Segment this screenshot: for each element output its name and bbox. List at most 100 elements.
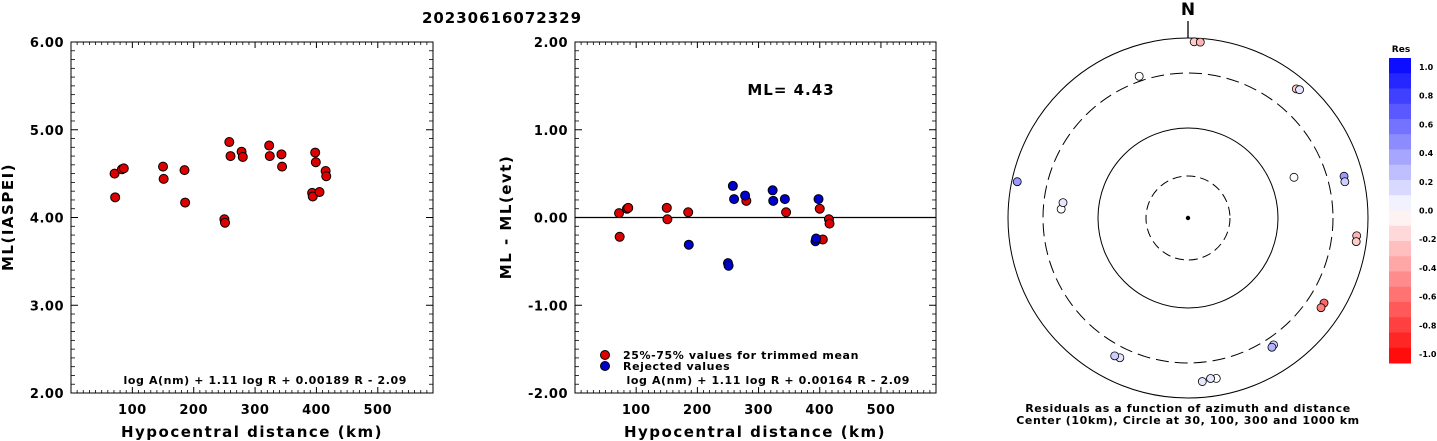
residual-station-point — [1195, 37, 1205, 47]
colorbar-cell — [1389, 210, 1411, 227]
ml-data-point — [109, 168, 120, 179]
residual-station-point — [1206, 374, 1215, 383]
ml-data-point — [158, 173, 169, 184]
colorbar-tick-label: -1.0 — [1419, 350, 1437, 359]
ml-data-point — [277, 161, 288, 172]
residual-station-point — [1110, 351, 1120, 361]
legend-marker-trimmed — [600, 350, 610, 360]
rejected-point — [727, 180, 738, 191]
y-tick-label: 4.00 — [30, 212, 64, 227]
ml-data-point — [237, 151, 248, 162]
residual-station-point — [1340, 177, 1350, 187]
ml-axis-ticks: 100 200 300 400 500 2.00 3.00 4.00 5.00 6.00 — [30, 36, 433, 418]
x-tick-label: 100 — [622, 403, 651, 418]
ml-data-point — [179, 165, 190, 176]
colorbar-cell — [1389, 164, 1411, 181]
x-tick-label: 300 — [241, 403, 270, 418]
colorbar-cell — [1389, 256, 1411, 272]
x-tick-label: 200 — [683, 403, 712, 418]
ring-300km — [1042, 72, 1334, 364]
colorbar-tick-label: 1.0 — [1419, 63, 1434, 72]
colorbar-cell — [1389, 195, 1411, 211]
trimmed-point — [614, 208, 625, 219]
colorbar-cell — [1389, 317, 1411, 333]
residual-panel: 100 200 300 400 500 -2.00 -1.00 0.00 1.00 2.00 ML… — [497, 36, 937, 441]
ml-points — [109, 137, 332, 228]
ml-data-point — [264, 151, 275, 162]
rejected-point — [767, 185, 778, 196]
rejected-point — [813, 194, 824, 205]
colorbar-cell — [1389, 88, 1411, 105]
residual-x-axis-label: Hypocentral distance (km) — [624, 423, 886, 441]
colorbar-cell — [1389, 286, 1411, 303]
ring-100km — [1097, 127, 1279, 309]
trimmed-point — [623, 202, 634, 213]
y-tick-label: 0.00 — [534, 212, 568, 227]
ml-event-annotation: ML= 4.43 — [747, 81, 834, 99]
residual-points — [614, 180, 835, 271]
y-tick-label: 2.00 — [534, 36, 568, 51]
azimuth-points — [1012, 37, 1362, 386]
trimmed-point — [781, 207, 792, 218]
azimuth-caption-line2: Center (10km), Circle at 30, 100, 300 an… — [1016, 414, 1360, 427]
ring-30km — [1145, 175, 1231, 261]
x-tick-label: 200 — [179, 403, 208, 418]
colorbar-cell — [1389, 134, 1411, 150]
ml-data-point — [220, 217, 231, 228]
trimmed-point — [824, 218, 835, 229]
colorbar-cell — [1389, 58, 1411, 74]
legend-marker-rejected — [600, 361, 610, 371]
legend-label-trimmed: 25%-75% values for trimmed mean — [623, 349, 859, 362]
residual-station-point — [1267, 342, 1277, 352]
residual-formula: log A(nm) + 1.11 log R + 0.00164 R - 2.0… — [627, 374, 910, 387]
x-tick-label: 400 — [805, 403, 834, 418]
colorbar-cell — [1389, 302, 1411, 318]
residual-colorbar: Res 1.0 0.8 0.6 0.4 0.2 0.0 -0.2 -0.4 -0.6 -0.8 -1… — [1389, 45, 1437, 364]
residual-station-point — [1316, 303, 1326, 313]
rejected-point — [779, 194, 790, 205]
trimmed-point — [683, 207, 694, 218]
rejected-point — [683, 239, 694, 250]
ml-data-point — [321, 171, 332, 182]
ml-y-axis-label: ML(IASPEI) — [0, 163, 17, 271]
colorbar-cell — [1389, 225, 1411, 242]
ml-plot-frame — [70, 41, 434, 394]
x-tick-label: 500 — [867, 403, 896, 418]
colorbar-ticks: 1.0 0.8 0.6 0.4 0.2 0.0 -0.2 -0.4 -0.6 -0.8 -1.0 — [1419, 63, 1437, 359]
colorbar-tick-label: 0.4 — [1419, 149, 1434, 158]
residual-station-point — [1197, 377, 1207, 386]
ml-data-point — [310, 147, 321, 158]
colorbar-tick-label: 0.0 — [1419, 207, 1434, 216]
trimmed-point — [814, 203, 825, 214]
ml-panel: 100 200 300 400 500 2.00 3.00 4.00 5.00 6.00 log … — [0, 36, 434, 441]
colorbar-cell — [1389, 332, 1411, 349]
rejected-point — [811, 233, 822, 244]
azimuth-panel: N Residuals as a function of azimuth and… — [1007, 0, 1369, 427]
ml-data-point — [118, 163, 129, 174]
colorbar-tick-label: -0.2 — [1419, 235, 1437, 244]
colorbar-tick-label: -0.8 — [1419, 321, 1437, 330]
y-tick-label: 6.00 — [30, 36, 64, 51]
ml-data-point — [180, 197, 191, 208]
residual-station-point — [1289, 172, 1299, 182]
rejected-point — [768, 195, 779, 206]
epicenter-dot — [1185, 215, 1191, 221]
y-tick-label: 5.00 — [30, 124, 64, 139]
x-tick-label: 100 — [118, 403, 147, 418]
north-label: N — [1181, 0, 1195, 20]
rejected-point — [729, 194, 740, 205]
azimuth-caption-line1: Residuals as a function of azimuth and d… — [1025, 402, 1351, 415]
colorbar-tick-label: -0.4 — [1419, 264, 1437, 273]
colorbar-cell — [1389, 180, 1411, 196]
ml-data-point — [310, 157, 321, 168]
colorbar-cell — [1389, 119, 1411, 135]
y-tick-label: 3.00 — [30, 299, 64, 314]
x-tick-label: 400 — [302, 403, 331, 418]
colorbar-cell — [1389, 103, 1411, 120]
residual-station-point — [1134, 71, 1144, 81]
rejected-point — [740, 190, 751, 201]
colorbar-tick-label: -0.6 — [1419, 293, 1437, 302]
residual-station-point — [1012, 177, 1022, 187]
trimmed-point — [614, 231, 625, 242]
colorbar-cell — [1389, 241, 1411, 257]
